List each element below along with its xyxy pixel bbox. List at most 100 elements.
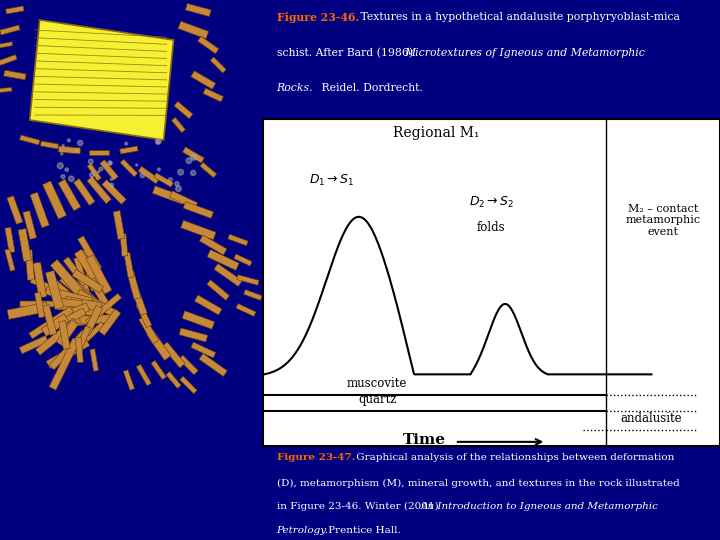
Polygon shape [0, 87, 12, 92]
Polygon shape [73, 179, 95, 206]
Circle shape [62, 145, 64, 147]
Polygon shape [151, 360, 166, 380]
Polygon shape [79, 249, 99, 292]
Polygon shape [25, 250, 35, 280]
Text: andalusite: andalusite [621, 412, 683, 426]
Polygon shape [7, 302, 48, 319]
Text: M₂ – contact
metamorphic
event: M₂ – contact metamorphic event [625, 204, 701, 237]
Polygon shape [50, 259, 86, 300]
Text: folds: folds [477, 221, 505, 234]
Polygon shape [65, 296, 102, 312]
Polygon shape [138, 166, 159, 184]
Polygon shape [45, 287, 93, 306]
Polygon shape [30, 278, 71, 298]
Circle shape [191, 155, 197, 160]
Polygon shape [88, 278, 114, 315]
Text: Time: Time [402, 434, 446, 448]
Polygon shape [136, 364, 151, 386]
Polygon shape [102, 180, 126, 204]
Text: $D_2 \rightarrow S_2$: $D_2 \rightarrow S_2$ [469, 195, 514, 210]
Circle shape [140, 173, 145, 178]
Polygon shape [200, 163, 217, 178]
Polygon shape [62, 303, 89, 320]
Polygon shape [153, 186, 185, 204]
Polygon shape [69, 302, 105, 316]
Polygon shape [130, 285, 147, 315]
Circle shape [178, 170, 184, 175]
Polygon shape [234, 254, 252, 266]
Polygon shape [5, 249, 15, 271]
Polygon shape [45, 271, 64, 309]
Polygon shape [57, 300, 98, 310]
Circle shape [186, 158, 192, 164]
Polygon shape [76, 289, 120, 319]
Polygon shape [86, 255, 112, 294]
Polygon shape [55, 298, 82, 308]
Polygon shape [5, 227, 15, 253]
Polygon shape [7, 195, 23, 224]
Polygon shape [228, 234, 248, 246]
Text: Graphical analysis of the relationships between deformation: Graphical analysis of the relationships … [354, 453, 675, 462]
Circle shape [68, 139, 71, 142]
Polygon shape [113, 211, 125, 239]
Polygon shape [59, 300, 104, 318]
Polygon shape [171, 117, 186, 133]
Circle shape [168, 178, 172, 181]
Polygon shape [120, 146, 138, 154]
Polygon shape [58, 179, 81, 211]
Polygon shape [87, 163, 102, 181]
Polygon shape [146, 329, 171, 360]
Circle shape [135, 164, 138, 166]
Polygon shape [41, 314, 69, 336]
Circle shape [65, 168, 68, 171]
Polygon shape [53, 315, 87, 329]
Polygon shape [194, 295, 222, 315]
Polygon shape [42, 181, 66, 219]
Polygon shape [49, 330, 87, 370]
Polygon shape [210, 57, 226, 73]
Polygon shape [191, 71, 216, 89]
Circle shape [125, 142, 127, 145]
Text: Figure 23-46.: Figure 23-46. [276, 12, 359, 23]
Polygon shape [154, 173, 174, 187]
Text: quartz: quartz [358, 394, 396, 407]
Polygon shape [87, 176, 112, 204]
Circle shape [176, 186, 181, 192]
Circle shape [156, 140, 160, 144]
Text: muscovite: muscovite [347, 377, 408, 390]
Circle shape [158, 168, 161, 171]
Polygon shape [84, 305, 102, 336]
Text: Regional M₁: Regional M₁ [393, 126, 480, 140]
Polygon shape [86, 293, 122, 325]
Polygon shape [46, 339, 90, 368]
Polygon shape [120, 159, 138, 177]
Polygon shape [70, 322, 104, 356]
Text: Rocks.: Rocks. [276, 83, 313, 93]
Polygon shape [178, 21, 209, 39]
Polygon shape [23, 211, 37, 239]
Polygon shape [100, 160, 118, 180]
Polygon shape [63, 257, 87, 286]
Text: Figure 23-47.: Figure 23-47. [276, 453, 355, 462]
Polygon shape [35, 292, 45, 318]
Polygon shape [76, 338, 84, 363]
Text: Microtextures of Igneous and Metamorphic: Microtextures of Igneous and Metamorphic [405, 48, 645, 58]
Polygon shape [42, 305, 57, 335]
Polygon shape [179, 355, 198, 375]
Circle shape [109, 162, 112, 165]
Polygon shape [19, 335, 48, 354]
Polygon shape [203, 88, 223, 102]
Circle shape [175, 181, 179, 186]
Polygon shape [32, 262, 47, 298]
Polygon shape [180, 376, 197, 394]
Polygon shape [80, 315, 114, 324]
Text: Reidel. Dordrecht.: Reidel. Dordrecht. [318, 83, 423, 93]
Polygon shape [183, 201, 214, 218]
Polygon shape [56, 320, 78, 347]
Polygon shape [124, 252, 134, 278]
Circle shape [108, 161, 112, 165]
Polygon shape [179, 328, 207, 342]
Polygon shape [207, 280, 230, 300]
Polygon shape [60, 271, 103, 310]
Polygon shape [214, 264, 242, 287]
